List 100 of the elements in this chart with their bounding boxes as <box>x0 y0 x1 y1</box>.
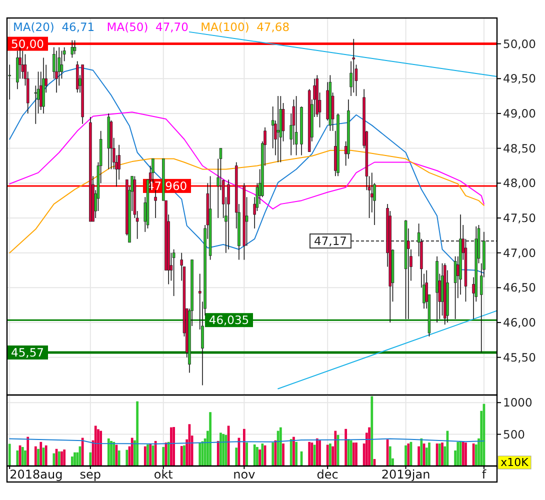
bar <box>74 452 76 466</box>
bar <box>100 430 102 466</box>
bar <box>198 442 202 466</box>
candlestick <box>73 40 76 55</box>
bar <box>404 445 407 466</box>
bar <box>209 412 212 466</box>
bar <box>81 438 84 466</box>
candlestick <box>21 50 24 80</box>
bar <box>40 442 42 466</box>
candlestick <box>34 85 38 124</box>
bar <box>24 450 26 466</box>
bar <box>216 440 220 466</box>
x-tick-label: 2019jan <box>381 468 430 482</box>
ref-line-label: 47,17 <box>314 234 347 248</box>
y-tick-label: 45,50 <box>503 350 536 364</box>
text: MA(100) 47,68 <box>200 20 290 34</box>
text: MA(50) 47,70 <box>106 20 188 34</box>
bar <box>355 442 358 466</box>
bar <box>220 432 222 466</box>
candlestick <box>227 179 230 250</box>
x-tick-label: 2018aug <box>10 468 63 482</box>
bar <box>329 443 332 466</box>
y-tick-label: 49,50 <box>503 72 536 86</box>
bar <box>94 426 97 466</box>
bar <box>118 450 120 466</box>
bar <box>34 446 37 466</box>
bar <box>97 429 100 466</box>
bar <box>253 444 256 466</box>
x-tick-label: dec <box>316 468 338 482</box>
candlestick <box>294 96 298 156</box>
bar <box>44 445 48 466</box>
bar <box>420 438 423 466</box>
bar <box>464 442 467 466</box>
bar <box>172 427 175 466</box>
candlestick <box>454 256 457 320</box>
candlestick <box>8 64 11 100</box>
bar <box>8 444 11 466</box>
bar <box>418 446 420 466</box>
bar <box>344 428 348 466</box>
bar <box>167 442 170 466</box>
bar <box>242 428 246 466</box>
candlestick <box>154 190 157 218</box>
bar <box>318 440 321 466</box>
line-series <box>9 150 484 254</box>
bar <box>441 442 444 466</box>
y-tick-label: 47,50 <box>503 211 536 225</box>
bar <box>292 436 295 466</box>
bar <box>407 443 410 466</box>
candlestick <box>70 40 74 58</box>
line-series <box>9 112 484 210</box>
bar <box>258 450 262 466</box>
bar <box>326 444 329 466</box>
bar <box>235 448 238 466</box>
bar <box>282 443 284 466</box>
y-tick-label: 1000 <box>503 396 532 410</box>
ref-line-label: 45,57 <box>11 345 44 360</box>
bar <box>428 442 430 466</box>
x-tick-label: f <box>482 468 487 482</box>
bar <box>222 434 225 466</box>
bar <box>110 440 112 466</box>
bar <box>388 446 392 466</box>
y-tick-label: 46,00 <box>503 316 536 330</box>
bar <box>60 451 63 466</box>
bar <box>58 451 60 466</box>
bar <box>316 438 318 466</box>
y-tick-label: 48,00 <box>503 176 536 190</box>
bar <box>183 445 186 466</box>
y-tick-label: 49,00 <box>503 106 536 120</box>
y-axis-title: x10K <box>500 456 530 469</box>
bar <box>16 450 19 466</box>
bar <box>290 439 292 466</box>
candlestick <box>282 102 285 142</box>
ref-line-label: 50,00 <box>11 36 44 51</box>
bar <box>462 442 464 466</box>
bar <box>279 427 282 466</box>
x-tick-label: nov <box>233 468 256 482</box>
bar <box>456 442 460 466</box>
bar <box>107 438 110 466</box>
text: MA(20) 46,71 <box>13 20 95 34</box>
bar <box>70 456 74 466</box>
bar <box>246 442 248 466</box>
bar <box>146 444 149 466</box>
bar <box>162 446 165 466</box>
candlestick <box>55 50 58 93</box>
bar <box>368 427 370 466</box>
bar <box>370 396 374 466</box>
bar <box>130 438 134 466</box>
candlestick <box>60 50 64 80</box>
x-tick-label: sep <box>80 468 102 482</box>
y-tick-label: 48,50 <box>503 141 536 156</box>
bar <box>334 430 337 466</box>
bar <box>256 446 258 466</box>
bar <box>308 442 311 466</box>
bar <box>261 443 264 466</box>
x-tick-label: okt <box>154 468 174 482</box>
bar <box>126 450 128 466</box>
y-tick-label: 47,00 <box>503 246 536 260</box>
bar <box>89 452 92 466</box>
candlestick <box>216 158 220 218</box>
bar <box>180 446 183 466</box>
